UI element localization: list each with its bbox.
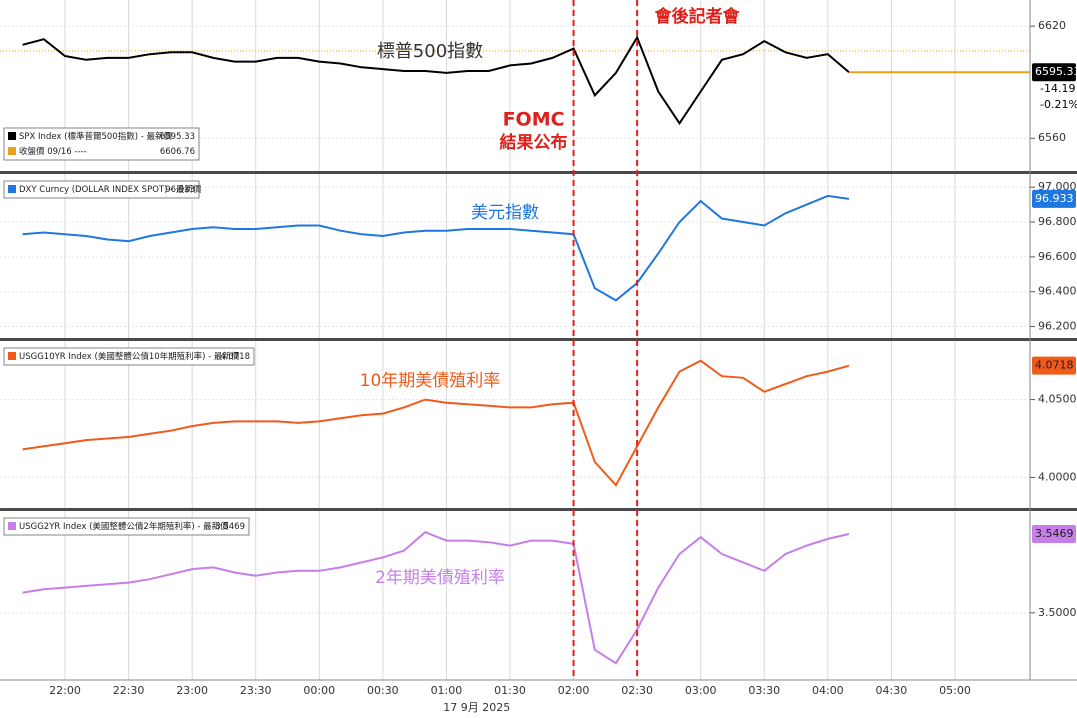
legend: USGG10YR Index (美國整體公債10年期殖利率) - 最新價4.07… <box>3 347 255 366</box>
legend-label: USGG2YR Index (美國整體公債2年期殖利率) - 最新價 <box>19 521 229 532</box>
series-line <box>22 194 850 302</box>
legend-box <box>3 127 200 161</box>
legend-value: 96.933 <box>165 185 195 195</box>
x-tick-label: 00:30 <box>367 684 399 697</box>
y-tick-label: 4.0500 <box>1038 393 1077 406</box>
legend-label: 收盤價 09/16 ---- <box>19 146 87 157</box>
legend-box <box>3 347 255 366</box>
series-line <box>22 531 850 665</box>
last-value-label: 4.0718 <box>1035 359 1074 372</box>
y-tick-label: 96.600 <box>1038 250 1077 263</box>
y-tick-label: 4.0000 <box>1038 470 1077 483</box>
last-value-label: 6595.33 <box>1035 65 1077 78</box>
panel-title: 2年期美債殖利率 <box>375 568 505 588</box>
x-tick-label: 02:30 <box>621 684 653 697</box>
legend-value: 4.0718 <box>220 352 250 362</box>
legend-value: 3.5469 <box>215 522 245 532</box>
x-tick-label: 04:00 <box>812 684 844 697</box>
panel-separator <box>0 508 1077 511</box>
legend-value: 6606.76 <box>160 147 195 157</box>
y-tick-label: 3.5000 <box>1038 606 1077 619</box>
legend-box <box>3 517 250 536</box>
last-value-tag <box>1032 63 1076 82</box>
y-tick-label: 6560 <box>1038 131 1066 144</box>
legend-label: USGG10YR Index (美國整體公債10年期殖利率) - 最新價 <box>19 351 240 362</box>
panel-separator <box>0 338 1077 341</box>
last-value-label: 3.5469 <box>1035 527 1074 540</box>
series-line <box>22 359 850 487</box>
change-label: -14.19 <box>1040 82 1075 95</box>
last-value-label: 96.933 <box>1035 192 1074 205</box>
x-tick-label: 23:00 <box>176 684 208 697</box>
y-tick-label: 96.800 <box>1038 215 1077 228</box>
x-tick-label: 00:00 <box>303 684 335 697</box>
panel-title: 10年期美債殖利率 <box>360 371 501 391</box>
series-line <box>22 35 850 126</box>
x-tick-label: 01:00 <box>431 684 463 697</box>
legend-label: DXY Curncy (DOLLAR INDEX SPOT) - 最新價 <box>19 184 202 195</box>
legend-swatch <box>8 352 16 360</box>
annotation: 結果公布 <box>500 132 568 153</box>
change-pct-label: -0.21% <box>1040 98 1077 111</box>
x-axis-date: 17 9月 2025 <box>443 701 510 714</box>
last-value-tag <box>1032 189 1076 208</box>
legend-swatch <box>8 147 16 155</box>
panel-title: 美元指數 <box>471 203 539 223</box>
y-tick-label: 6620 <box>1038 19 1066 32</box>
x-tick-label: 03:30 <box>748 684 780 697</box>
legend-label: SPX Index (標準普爾500指數) - 最新價 <box>19 131 172 142</box>
x-tick-label: 04:30 <box>876 684 908 697</box>
legend-swatch <box>8 522 16 530</box>
x-tick-label: 22:30 <box>113 684 145 697</box>
last-value-tag <box>1032 356 1076 375</box>
annotation: 會後記者會 <box>654 6 741 27</box>
x-tick-label: 23:30 <box>240 684 272 697</box>
x-tick-label: 03:00 <box>685 684 717 697</box>
panel-separator <box>0 171 1077 174</box>
y-tick-label: 96.200 <box>1038 320 1077 333</box>
x-tick-label: 05:00 <box>939 684 971 697</box>
x-tick-label: 02:00 <box>558 684 590 697</box>
legend-value: 6595.33 <box>160 132 195 142</box>
legend-swatch <box>8 132 16 140</box>
y-tick-label: 96.400 <box>1038 285 1077 298</box>
legend-swatch <box>8 185 16 193</box>
last-value-tag <box>1032 525 1076 544</box>
panel-title: 標普500指數 <box>377 41 483 62</box>
x-tick-label: 01:30 <box>494 684 526 697</box>
x-tick-label: 22:00 <box>49 684 81 697</box>
legend-box <box>3 180 200 199</box>
legend: DXY Curncy (DOLLAR INDEX SPOT) - 最新價96.9… <box>3 180 202 199</box>
annotation: FOMC <box>503 109 565 131</box>
